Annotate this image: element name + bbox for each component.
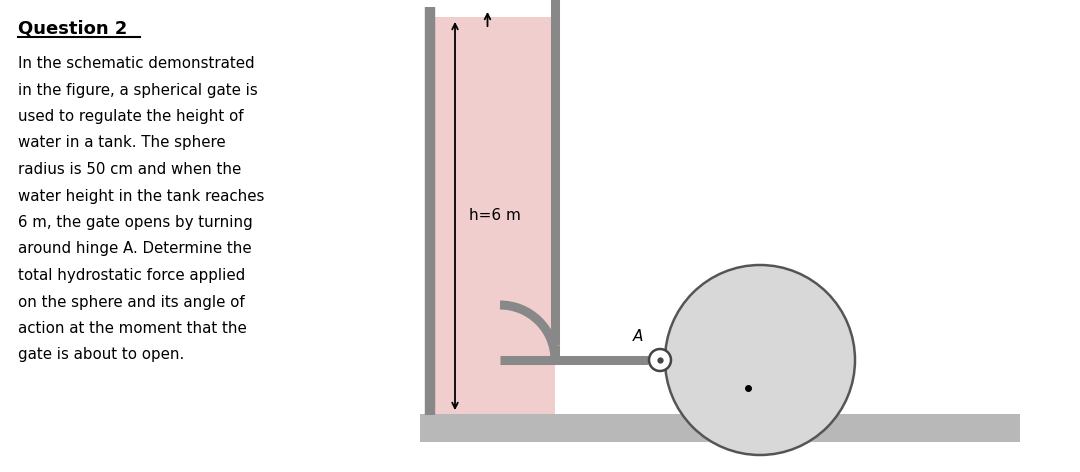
Text: Question 2: Question 2 [18,20,127,38]
Text: water height in the tank reaches: water height in the tank reaches [18,188,265,203]
Circle shape [649,349,671,371]
Circle shape [665,265,855,455]
Text: used to regulate the height of: used to regulate the height of [18,109,244,124]
Text: A: A [633,329,644,344]
Text: radius is 50 cm and when the: radius is 50 cm and when the [18,162,241,177]
Text: action at the moment that the: action at the moment that the [18,321,246,336]
Text: In the schematic demonstrated: In the schematic demonstrated [18,56,255,71]
Text: in the figure, a spherical gate is: in the figure, a spherical gate is [18,83,258,98]
Text: around hinge A. Determine the: around hinge A. Determine the [18,242,252,256]
Text: h=6 m: h=6 m [469,209,521,224]
Bar [420,414,1020,442]
Text: on the sphere and its angle of: on the sphere and its angle of [18,295,245,310]
Bar [430,17,555,415]
Text: R=50cm: R=50cm [778,303,841,318]
Text: water in a tank. The sphere: water in a tank. The sphere [18,135,226,151]
Text: gate is about to open.: gate is about to open. [18,347,185,362]
Text: 6 m, the gate opens by turning: 6 m, the gate opens by turning [18,215,253,230]
Text: total hydrostatic force applied: total hydrostatic force applied [18,268,245,283]
